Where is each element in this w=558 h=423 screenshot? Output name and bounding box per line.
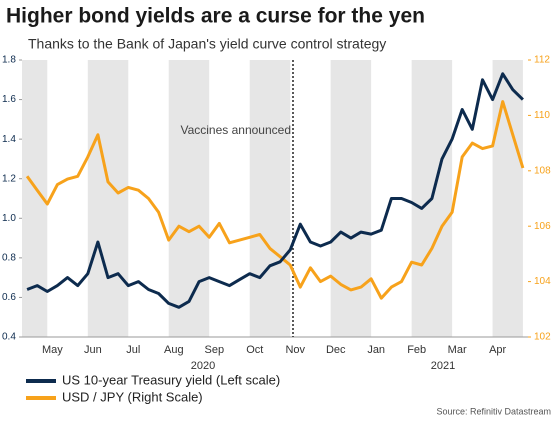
x-tick-label: Mar	[448, 344, 467, 356]
y-tick-label: 1.4	[2, 134, 16, 145]
month-band	[168, 60, 210, 337]
x-tick-label: Jan	[367, 344, 385, 356]
x-tick-label: Aug	[164, 344, 184, 356]
x-tick-label: Jun	[84, 344, 102, 356]
y-tick-label: 0.4	[2, 332, 16, 343]
chart-title: Higher bond yields are a curse for the y…	[6, 5, 425, 28]
y-tick-label: 1.6	[2, 94, 16, 105]
y-tick-label: 1.2	[2, 173, 16, 184]
annotation: Vaccines announced	[180, 123, 291, 137]
x-tick-label: Dec	[326, 344, 346, 356]
y2-tick-label: 102	[534, 332, 551, 343]
legend-label: US 10-year Treasury yield (Left scale)	[62, 372, 280, 387]
y2-tick-label: 108	[534, 165, 551, 176]
y-tick-label: 1.8	[2, 55, 16, 66]
series-line	[25, 100, 525, 300]
legend-label: USD / JPY (Right Scale)	[62, 389, 203, 404]
chart-subtitle: Thanks to the Bank of Japan's yield curv…	[28, 36, 386, 52]
y-tick-label: 0.8	[2, 252, 16, 263]
x-tick-label: Feb	[407, 344, 426, 356]
series-line	[26, 72, 524, 309]
year-label: 2020	[191, 360, 215, 372]
month-band	[249, 60, 291, 337]
y2-tick-label: 112	[534, 55, 550, 66]
month-band	[87, 60, 129, 337]
y2-tick-label: 104	[534, 276, 551, 287]
source: Source: Refinitiv Datastream	[436, 406, 551, 416]
x-tick-label: Apr	[489, 344, 506, 356]
y2-tick-label: 106	[534, 221, 551, 232]
month-band	[330, 60, 372, 337]
year-label: 2021	[431, 360, 455, 372]
x-tick-label: May	[42, 344, 63, 356]
x-tick-label: Oct	[246, 344, 263, 356]
x-tick-label: Jul	[126, 344, 140, 356]
x-tick-label: Nov	[285, 344, 305, 356]
x-tick-label: Sep	[204, 344, 224, 356]
y-tick-label: 0.6	[2, 292, 16, 303]
month-band	[492, 60, 523, 337]
y2-tick-label: 110	[534, 110, 550, 121]
y-tick-label: 1.0	[2, 213, 16, 224]
